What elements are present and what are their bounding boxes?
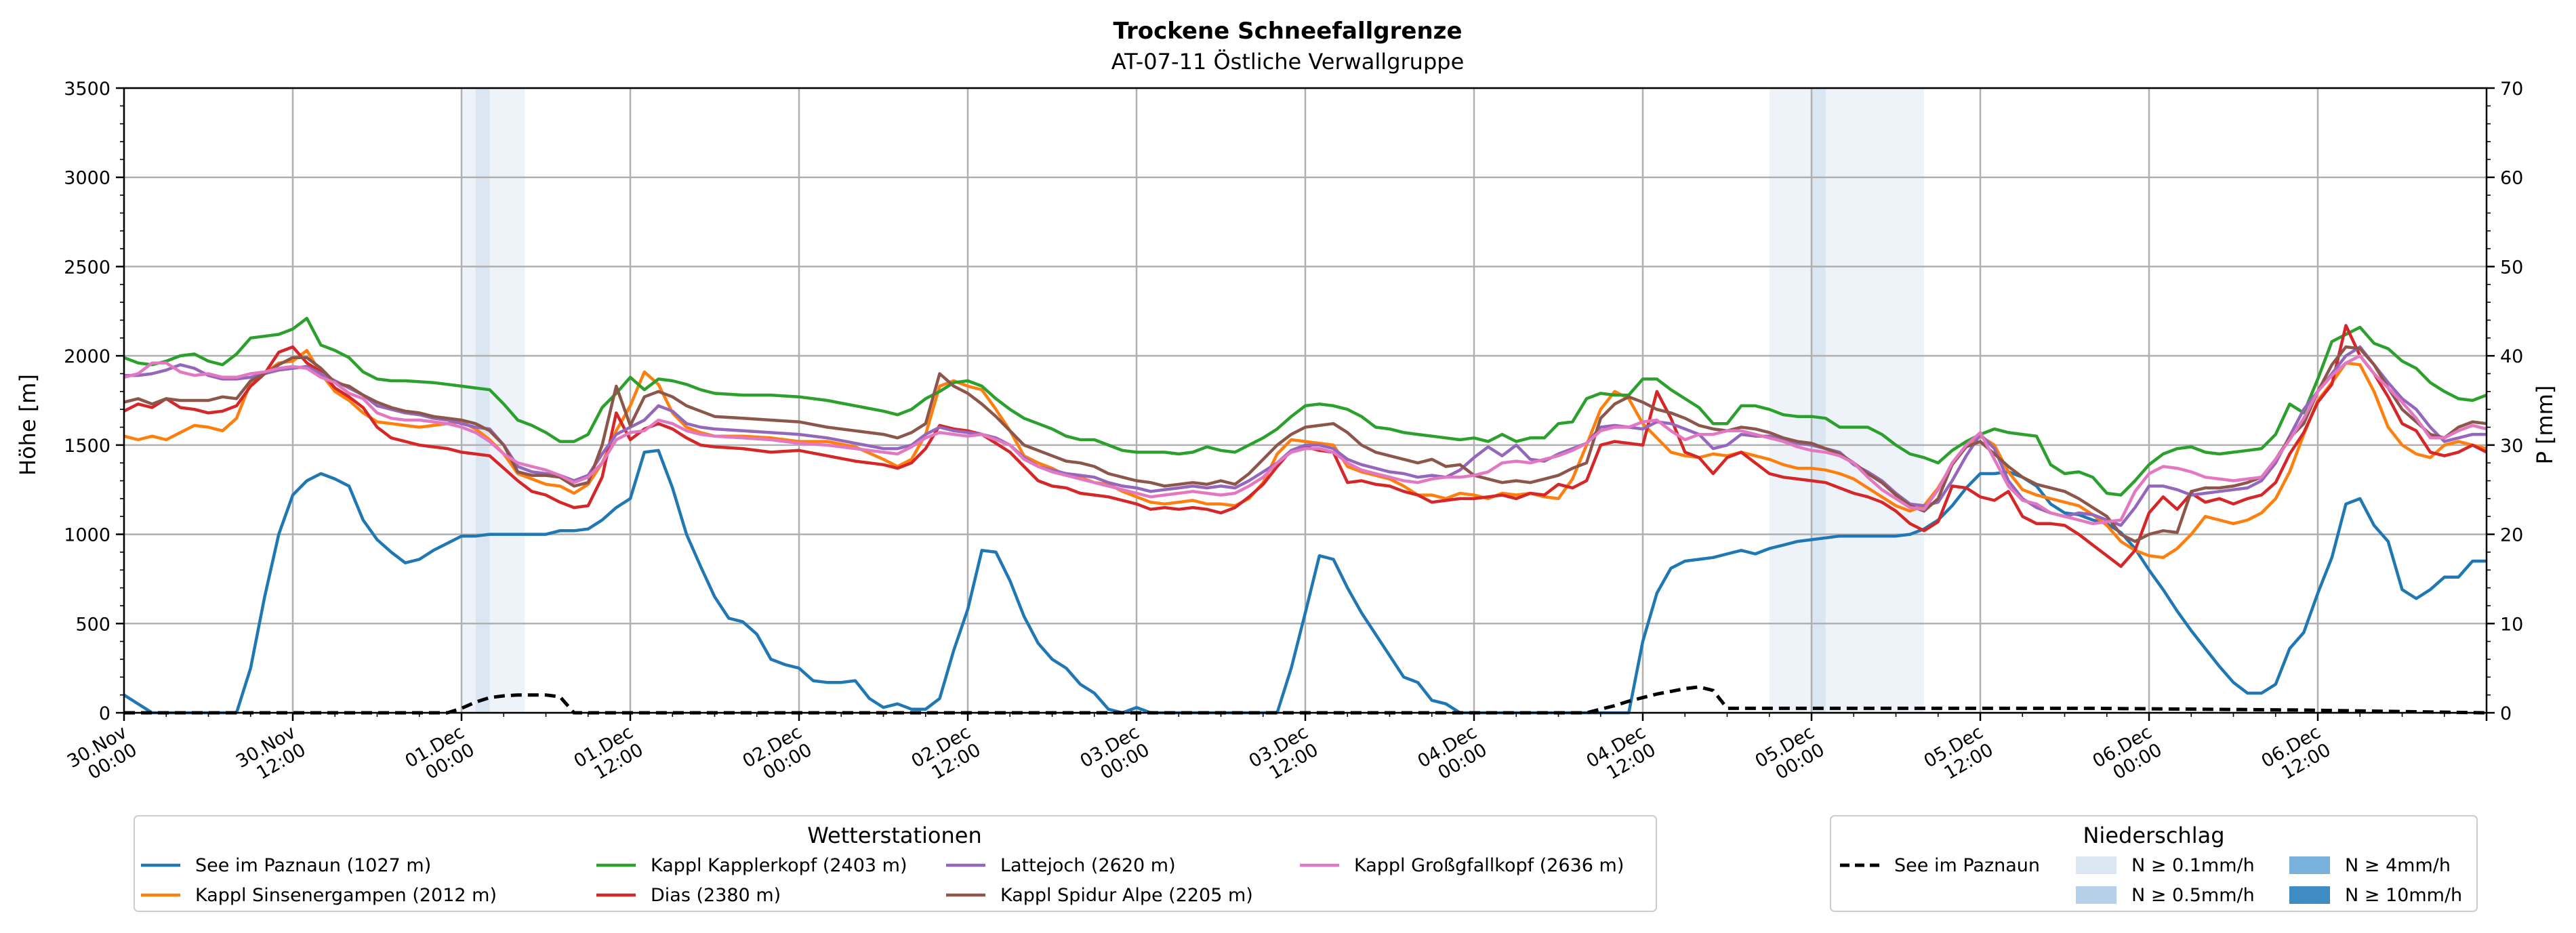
series-line [123,449,2487,715]
series-line [123,354,2487,526]
precip-band [475,88,490,713]
y2-tick-label: 50 [2500,257,2523,278]
chart-subtitle: AT-07-11 Östliche Verwallgruppe [1111,49,1465,75]
x-tick-label: 06.Dec12:00 [2258,722,2335,789]
legend-label: Kappl Sinsenergampen (2012 m) [195,885,497,906]
y2-tick-label: 40 [2500,346,2523,367]
legend-precip-swatch [2289,886,2330,904]
x-tick-label: 04.Dec12:00 [1583,722,1660,789]
legend-precip-swatch [2289,856,2330,874]
series-line [123,316,2487,497]
y-tick-label: 0 [99,703,110,724]
precip-band [462,88,525,713]
y-tick-label: 1000 [64,525,110,546]
y2-tick-label: 20 [2500,525,2523,546]
x-tick-label: 05.Dec00:00 [1752,722,1828,789]
series-lines [123,316,2488,715]
y-axis-label: Höhe [m] [15,374,41,476]
legend-label: Kappl Kapplerkopf (2403 m) [651,855,907,876]
y-tick-label: 2000 [64,346,110,367]
legend-precip-label: N ≥ 10mm/h [2345,885,2462,906]
legend-precip-swatch [2076,856,2117,874]
legend-precip-swatch [2076,886,2117,904]
legend-label: Dias (2380 m) [651,885,781,906]
legend-precip-label: N ≥ 4mm/h [2345,855,2451,876]
legend-label: Lattejoch (2620 m) [1000,855,1176,876]
legend-label: See im Paznaun (1027 m) [195,855,431,876]
x-tick-label: 05.Dec12:00 [1921,722,1997,789]
y-tick-label: 1500 [64,436,110,457]
y2-tick-label: 0 [2500,703,2512,724]
x-tick-label: 02.Dec00:00 [739,722,816,789]
x-tick-label: 01.Dec00:00 [402,722,478,789]
y-tick-label: 500 [75,614,110,635]
legend-precip-line-label: See im Paznaun [1894,855,2040,876]
y2-axis-label: P [mm] [2532,386,2558,465]
y-tick-label: 3500 [64,79,110,100]
x-tick-label: 03.Dec00:00 [1077,722,1153,789]
legend-precip-label: N ≥ 0.1mm/h [2131,855,2255,876]
x-tick-label: 06.Dec00:00 [2089,722,2166,789]
x-tick-label: 02.Dec12:00 [908,722,985,789]
y2-tick-label: 10 [2500,614,2523,635]
series-line [123,345,2487,543]
x-tick-label: 03.Dec12:00 [1246,722,1322,789]
x-tick-label: 01.Dec12:00 [571,722,647,789]
precip-line [124,685,2487,715]
precip-bands [462,88,1924,713]
series-line [123,324,2488,568]
legend-stations-title: Wetterstationen [807,823,981,848]
legend-label: Kappl Spidur Alpe (2205 m) [1000,885,1253,906]
y-tick-label: 3000 [64,168,110,189]
precip-band [1769,88,1924,713]
x-tick-label: 04.Dec00:00 [1414,722,1491,789]
legend-precip-label: N ≥ 0.5mm/h [2131,885,2255,906]
y2-tick-label: 70 [2500,79,2523,100]
precip-band [1812,88,1826,713]
x-tick-label: 30.Nov00:00 [64,722,140,790]
legend-precip-title: Niederschlag [2083,823,2224,848]
chart-title: Trockene Schneefallgrenze [1113,18,1462,45]
legend-label: Kappl Großgfallkopf (2636 m) [1354,855,1624,876]
y2-tick-label: 30 [2500,436,2523,457]
y-tick-label: 2500 [64,257,110,278]
legend-stations: Wetterstationen See im Paznaun (1027 m) K… [134,815,1657,912]
y2-tick-label: 60 [2500,168,2523,189]
x-tick-label: 30.Nov12:00 [232,722,309,790]
legend-precip: Niederschlag See im Paznaun N ≥ 0.1mm/h N… [1830,815,2478,912]
